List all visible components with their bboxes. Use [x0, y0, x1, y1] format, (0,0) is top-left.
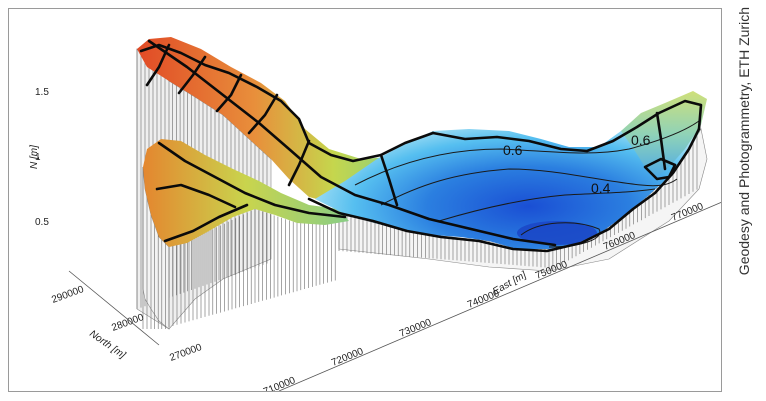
- east-tick-label: 740000: [466, 288, 501, 311]
- geoid-surface-chart: 0.6 0.6 0.4 N [m] 0.5 1 1.5 North [m] 2700…: [29, 37, 721, 392]
- network-line-west-spine: [147, 39, 557, 247]
- network-line-south-arm-2: [155, 183, 237, 209]
- east-tick-label: 730000: [398, 317, 433, 340]
- leveling-network-lines: [139, 39, 703, 253]
- network-line-crossing-1: [145, 43, 171, 87]
- contour-label-mid: 0.6: [503, 142, 523, 158]
- z-axis-ticks: 0.5 1 1.5: [35, 87, 49, 228]
- north-tick-label: 280000: [110, 312, 146, 334]
- contour-labels: 0.6 0.6 0.4: [503, 132, 651, 196]
- north-tick-label: 290000: [50, 284, 86, 306]
- network-line-crossing-3: [215, 73, 243, 113]
- surface-lake: [315, 97, 703, 249]
- contour-label-low: 0.4: [591, 180, 611, 196]
- z-axis-label: N [m]: [29, 145, 40, 169]
- credit-text: Geodesy and Photogrammetry, ETH Zurich: [736, 7, 752, 276]
- z-tick-label: 1.5: [35, 87, 49, 98]
- north-axis-label: North [m]: [87, 328, 127, 361]
- surface-east-arm: [621, 91, 707, 179]
- network-line-lake-south: [307, 127, 701, 253]
- z-tick-label: 0.5: [35, 217, 49, 228]
- network-line-west-edge: [139, 43, 435, 163]
- north-tick-label: 270000: [168, 342, 204, 364]
- east-tick-label: 720000: [330, 346, 365, 369]
- contour-label-east: 0.6: [631, 132, 651, 148]
- chart-frame: 0.6 0.6 0.4 N [m] 0.5 1 1.5 North [m] 2700…: [8, 8, 722, 392]
- network-line-lake-north: [431, 99, 703, 153]
- east-tick-label: 710000: [262, 375, 297, 392]
- contour-line-0.5: [380, 168, 678, 206]
- network-line-lake-cross-1: [379, 153, 399, 207]
- contour-line-0.4: [438, 188, 656, 222]
- network-line-crossing-5: [287, 139, 311, 187]
- network-line-south-arm-3: [163, 203, 249, 243]
- network-line-crossing-2: [177, 55, 207, 95]
- z-axis: N [m] 0.5 1 1.5: [29, 87, 49, 228]
- network-line-south-arm-1: [157, 141, 347, 219]
- z-tick-label: 1: [35, 152, 41, 163]
- network-line-east-loop: [643, 157, 677, 181]
- network-line-crossing-4: [247, 93, 279, 135]
